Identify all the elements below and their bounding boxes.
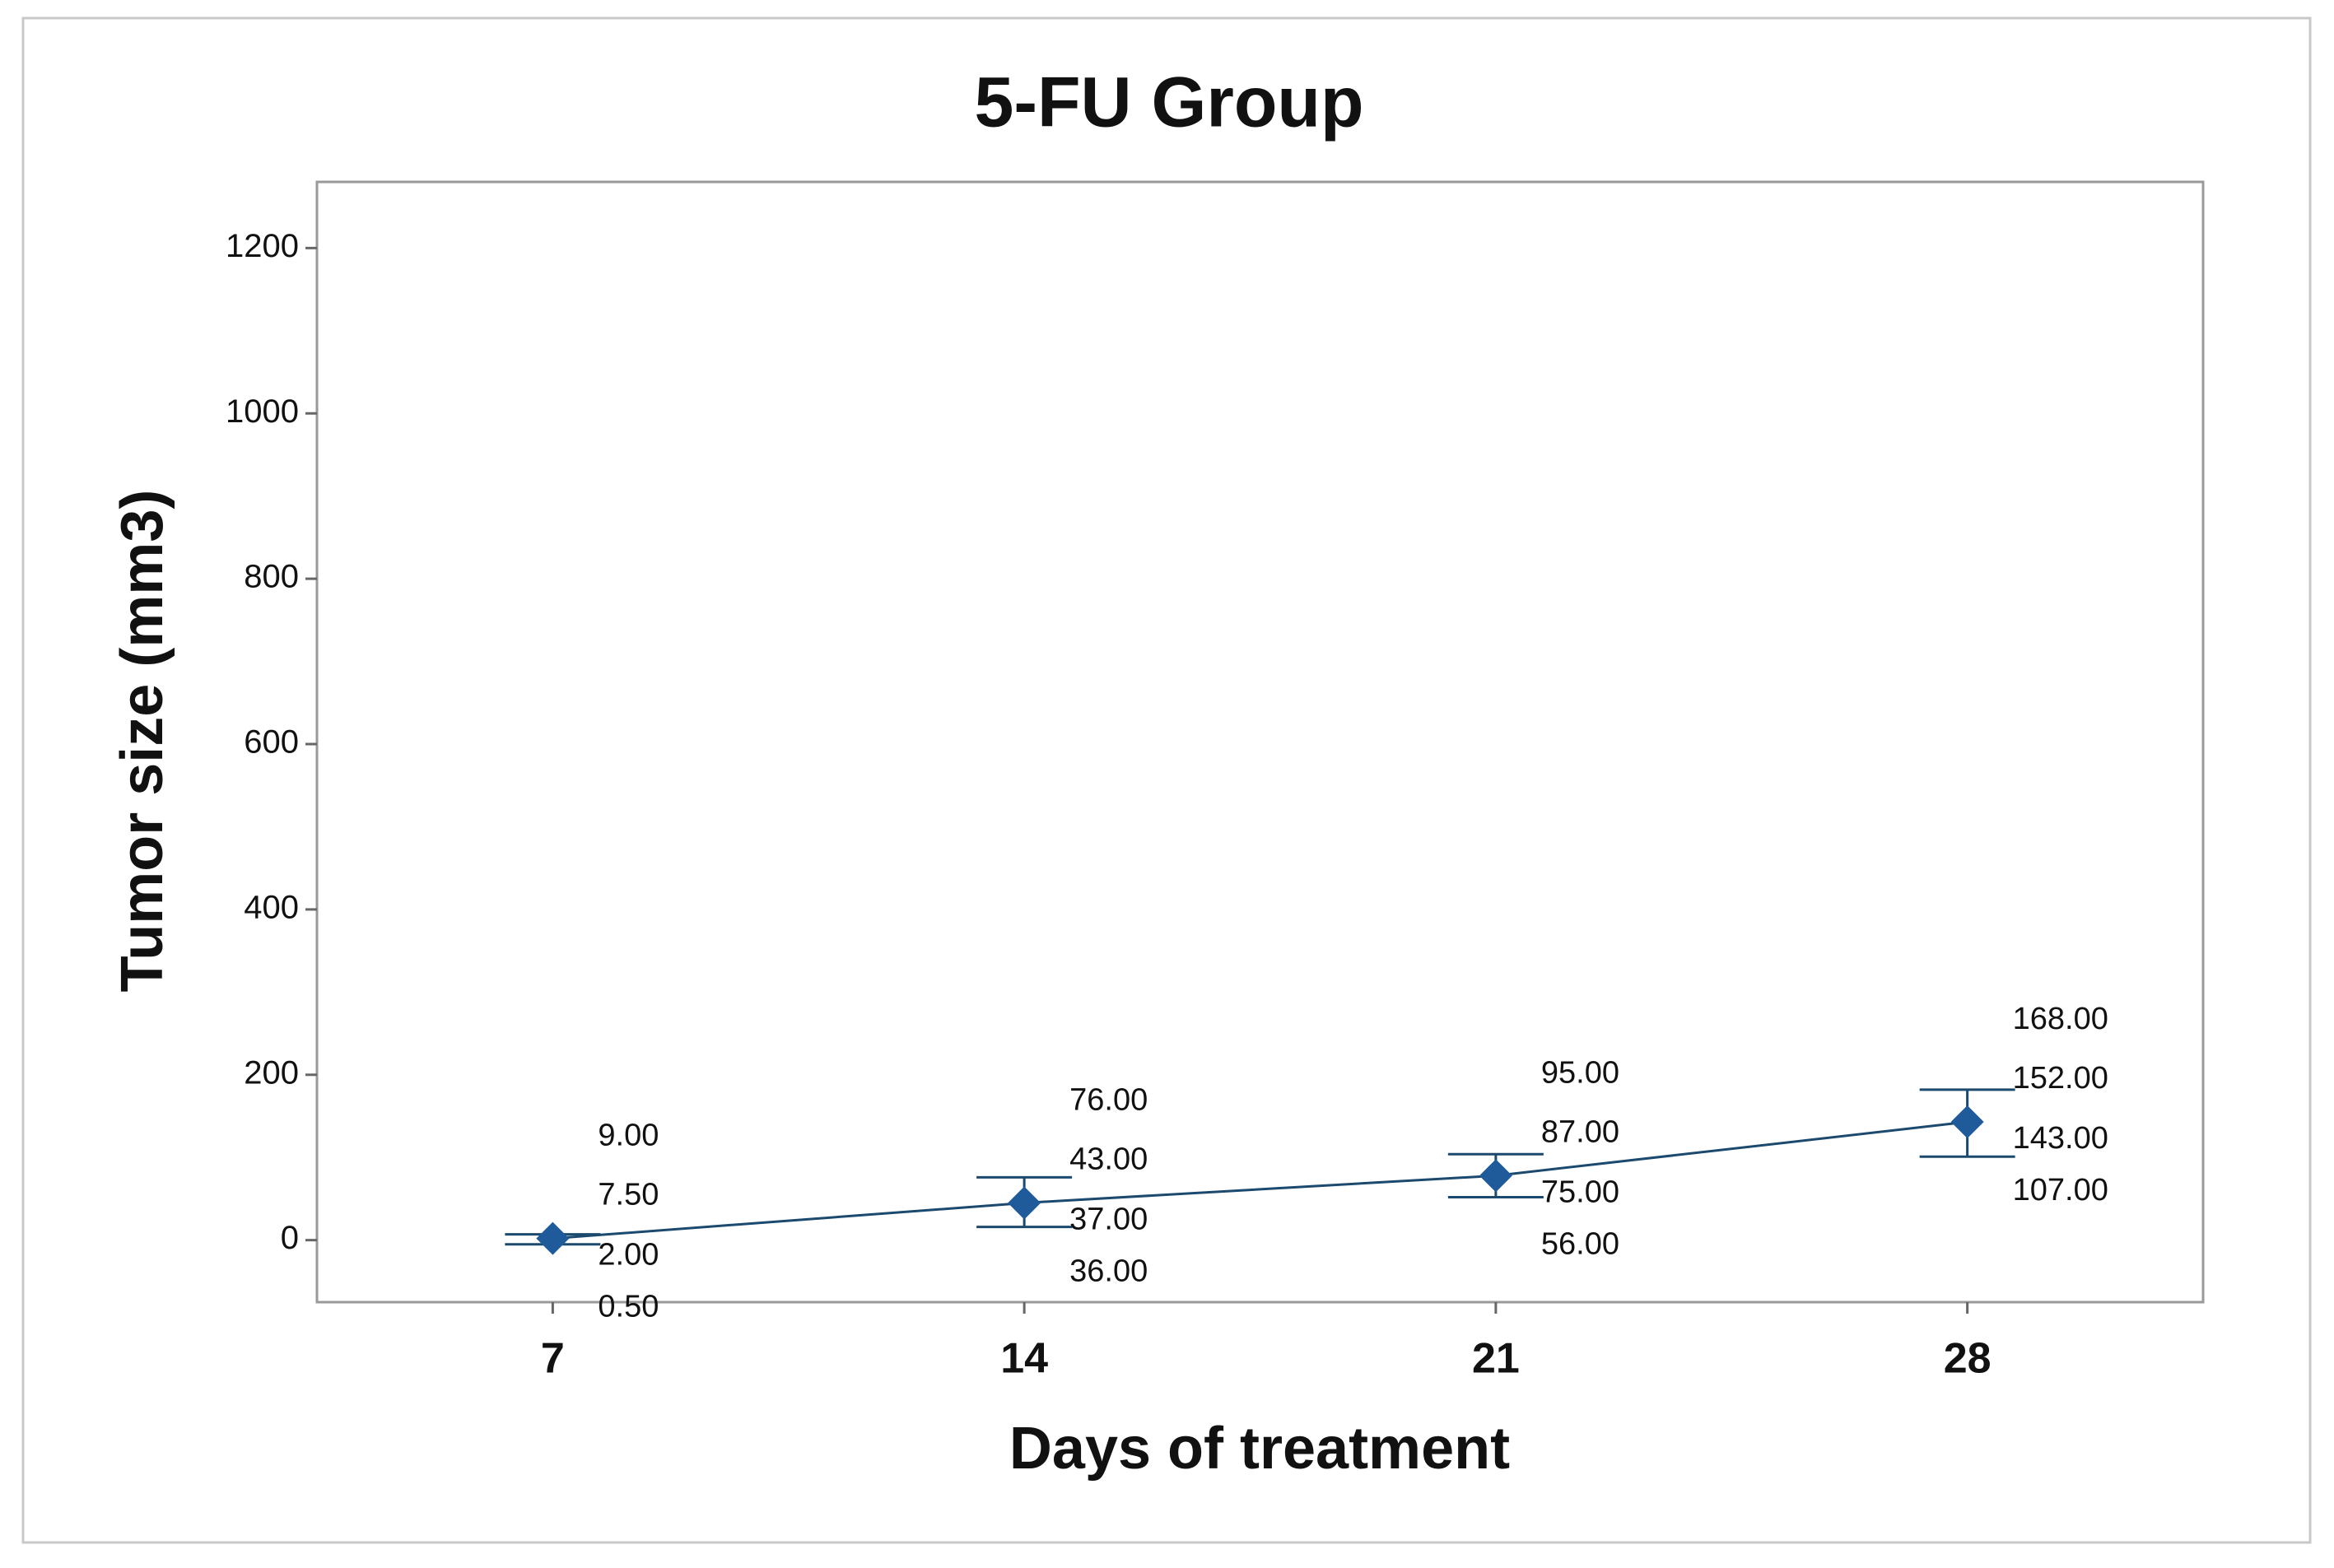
data-label: 107.00 [2013, 1173, 2108, 1207]
mean-line [552, 1120, 1968, 1240]
mean-marker [1008, 1186, 1041, 1220]
mean-marker [536, 1221, 570, 1255]
data-label: 37.00 [1069, 1202, 1148, 1236]
data-label: 0.50 [598, 1290, 659, 1324]
mean-marker [1479, 1159, 1512, 1193]
data-label: 152.00 [2013, 1061, 2108, 1096]
data-label: 43.00 [1069, 1142, 1148, 1176]
data-label: 95.00 [1541, 1055, 1619, 1090]
data-label: 143.00 [2013, 1121, 2108, 1156]
y-tick-label: 400 [244, 889, 299, 925]
mean-marker [1950, 1105, 1984, 1139]
y-axis-title: Tumor size (mm3) [109, 490, 175, 993]
plot-frame [315, 180, 2205, 1304]
data-label: 168.00 [2013, 1002, 2108, 1036]
x-tick-label: 21 [1472, 1335, 1520, 1383]
x-tick-label: 28 [1944, 1335, 1992, 1383]
data-label: 87.00 [1541, 1114, 1619, 1149]
data-label: 36.00 [1069, 1254, 1148, 1288]
x-axis-title: Days of treatment [1009, 1416, 1510, 1482]
data-label: 2.00 [598, 1238, 659, 1273]
y-tick-label: 0 [281, 1220, 299, 1256]
y-tick-label: 1000 [226, 393, 299, 430]
data-label: 9.00 [598, 1119, 659, 1153]
x-tick-label: 7 [541, 1335, 565, 1383]
y-tick-label: 200 [244, 1054, 299, 1091]
data-label: 56.00 [1541, 1226, 1619, 1261]
data-label: 7.50 [598, 1178, 659, 1212]
chart-title: 5-FU Group [975, 63, 1364, 142]
y-tick-label: 600 [244, 724, 299, 761]
data-label: 76.00 [1069, 1082, 1148, 1117]
x-tick-label: 14 [1000, 1335, 1048, 1383]
outer-frame [21, 16, 2312, 1544]
y-tick-label: 800 [244, 559, 299, 595]
data-label: 75.00 [1541, 1175, 1619, 1209]
y-tick-label: 1200 [226, 228, 299, 264]
